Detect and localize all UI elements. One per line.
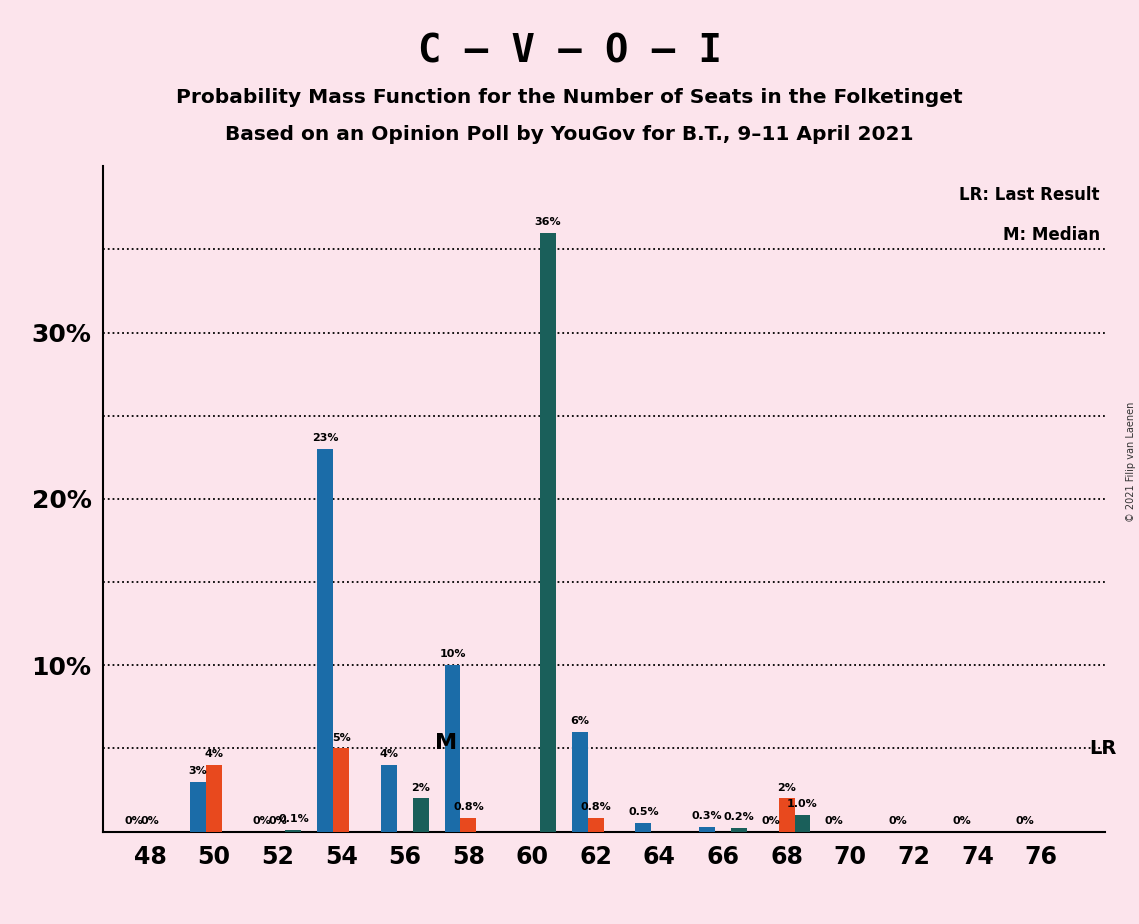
- Text: 0%: 0%: [888, 816, 908, 826]
- Text: 3%: 3%: [189, 766, 207, 776]
- Text: © 2021 Filip van Laenen: © 2021 Filip van Laenen: [1126, 402, 1136, 522]
- Text: 4%: 4%: [379, 749, 399, 760]
- Text: 0.8%: 0.8%: [581, 802, 612, 812]
- Bar: [540, 233, 556, 832]
- Bar: [444, 665, 460, 832]
- Bar: [588, 819, 604, 832]
- Text: 0%: 0%: [252, 816, 271, 826]
- Bar: [334, 748, 350, 832]
- Text: 36%: 36%: [534, 217, 562, 227]
- Bar: [190, 782, 206, 832]
- Bar: [699, 827, 715, 832]
- Text: 0.1%: 0.1%: [278, 814, 309, 824]
- Bar: [286, 830, 302, 832]
- Text: 10%: 10%: [440, 650, 466, 660]
- Text: 0.5%: 0.5%: [628, 808, 658, 818]
- Bar: [412, 798, 428, 832]
- Text: 0%: 0%: [761, 816, 780, 826]
- Text: C – V – O – I: C – V – O – I: [418, 32, 721, 70]
- Bar: [731, 828, 747, 832]
- Text: 23%: 23%: [312, 433, 338, 444]
- Bar: [380, 765, 396, 832]
- Text: 2%: 2%: [777, 783, 796, 793]
- Text: 4%: 4%: [204, 749, 223, 760]
- Text: 0%: 0%: [1016, 816, 1034, 826]
- Text: 0%: 0%: [125, 816, 144, 826]
- Bar: [795, 815, 811, 832]
- Text: M: Median: M: Median: [1002, 226, 1100, 244]
- Text: LR: LR: [1089, 739, 1116, 758]
- Text: 0.3%: 0.3%: [691, 810, 722, 821]
- Text: 0%: 0%: [952, 816, 972, 826]
- Text: 6%: 6%: [571, 716, 589, 726]
- Text: LR: Last Result: LR: Last Result: [959, 187, 1100, 204]
- Bar: [318, 449, 334, 832]
- Text: M: M: [435, 734, 457, 753]
- Text: 2%: 2%: [411, 783, 431, 793]
- Bar: [460, 819, 476, 832]
- Text: 0%: 0%: [141, 816, 159, 826]
- Text: Probability Mass Function for the Number of Seats in the Folketinget: Probability Mass Function for the Number…: [177, 88, 962, 107]
- Text: 0%: 0%: [268, 816, 287, 826]
- Text: 1.0%: 1.0%: [787, 799, 818, 809]
- Bar: [206, 765, 222, 832]
- Bar: [572, 732, 588, 832]
- Text: 0.8%: 0.8%: [453, 802, 484, 812]
- Bar: [636, 823, 652, 832]
- Text: 0.2%: 0.2%: [723, 812, 754, 822]
- Text: 5%: 5%: [331, 733, 351, 743]
- Text: Based on an Opinion Poll by YouGov for B.T., 9–11 April 2021: Based on an Opinion Poll by YouGov for B…: [226, 125, 913, 144]
- Bar: [779, 798, 795, 832]
- Text: 0%: 0%: [825, 816, 844, 826]
